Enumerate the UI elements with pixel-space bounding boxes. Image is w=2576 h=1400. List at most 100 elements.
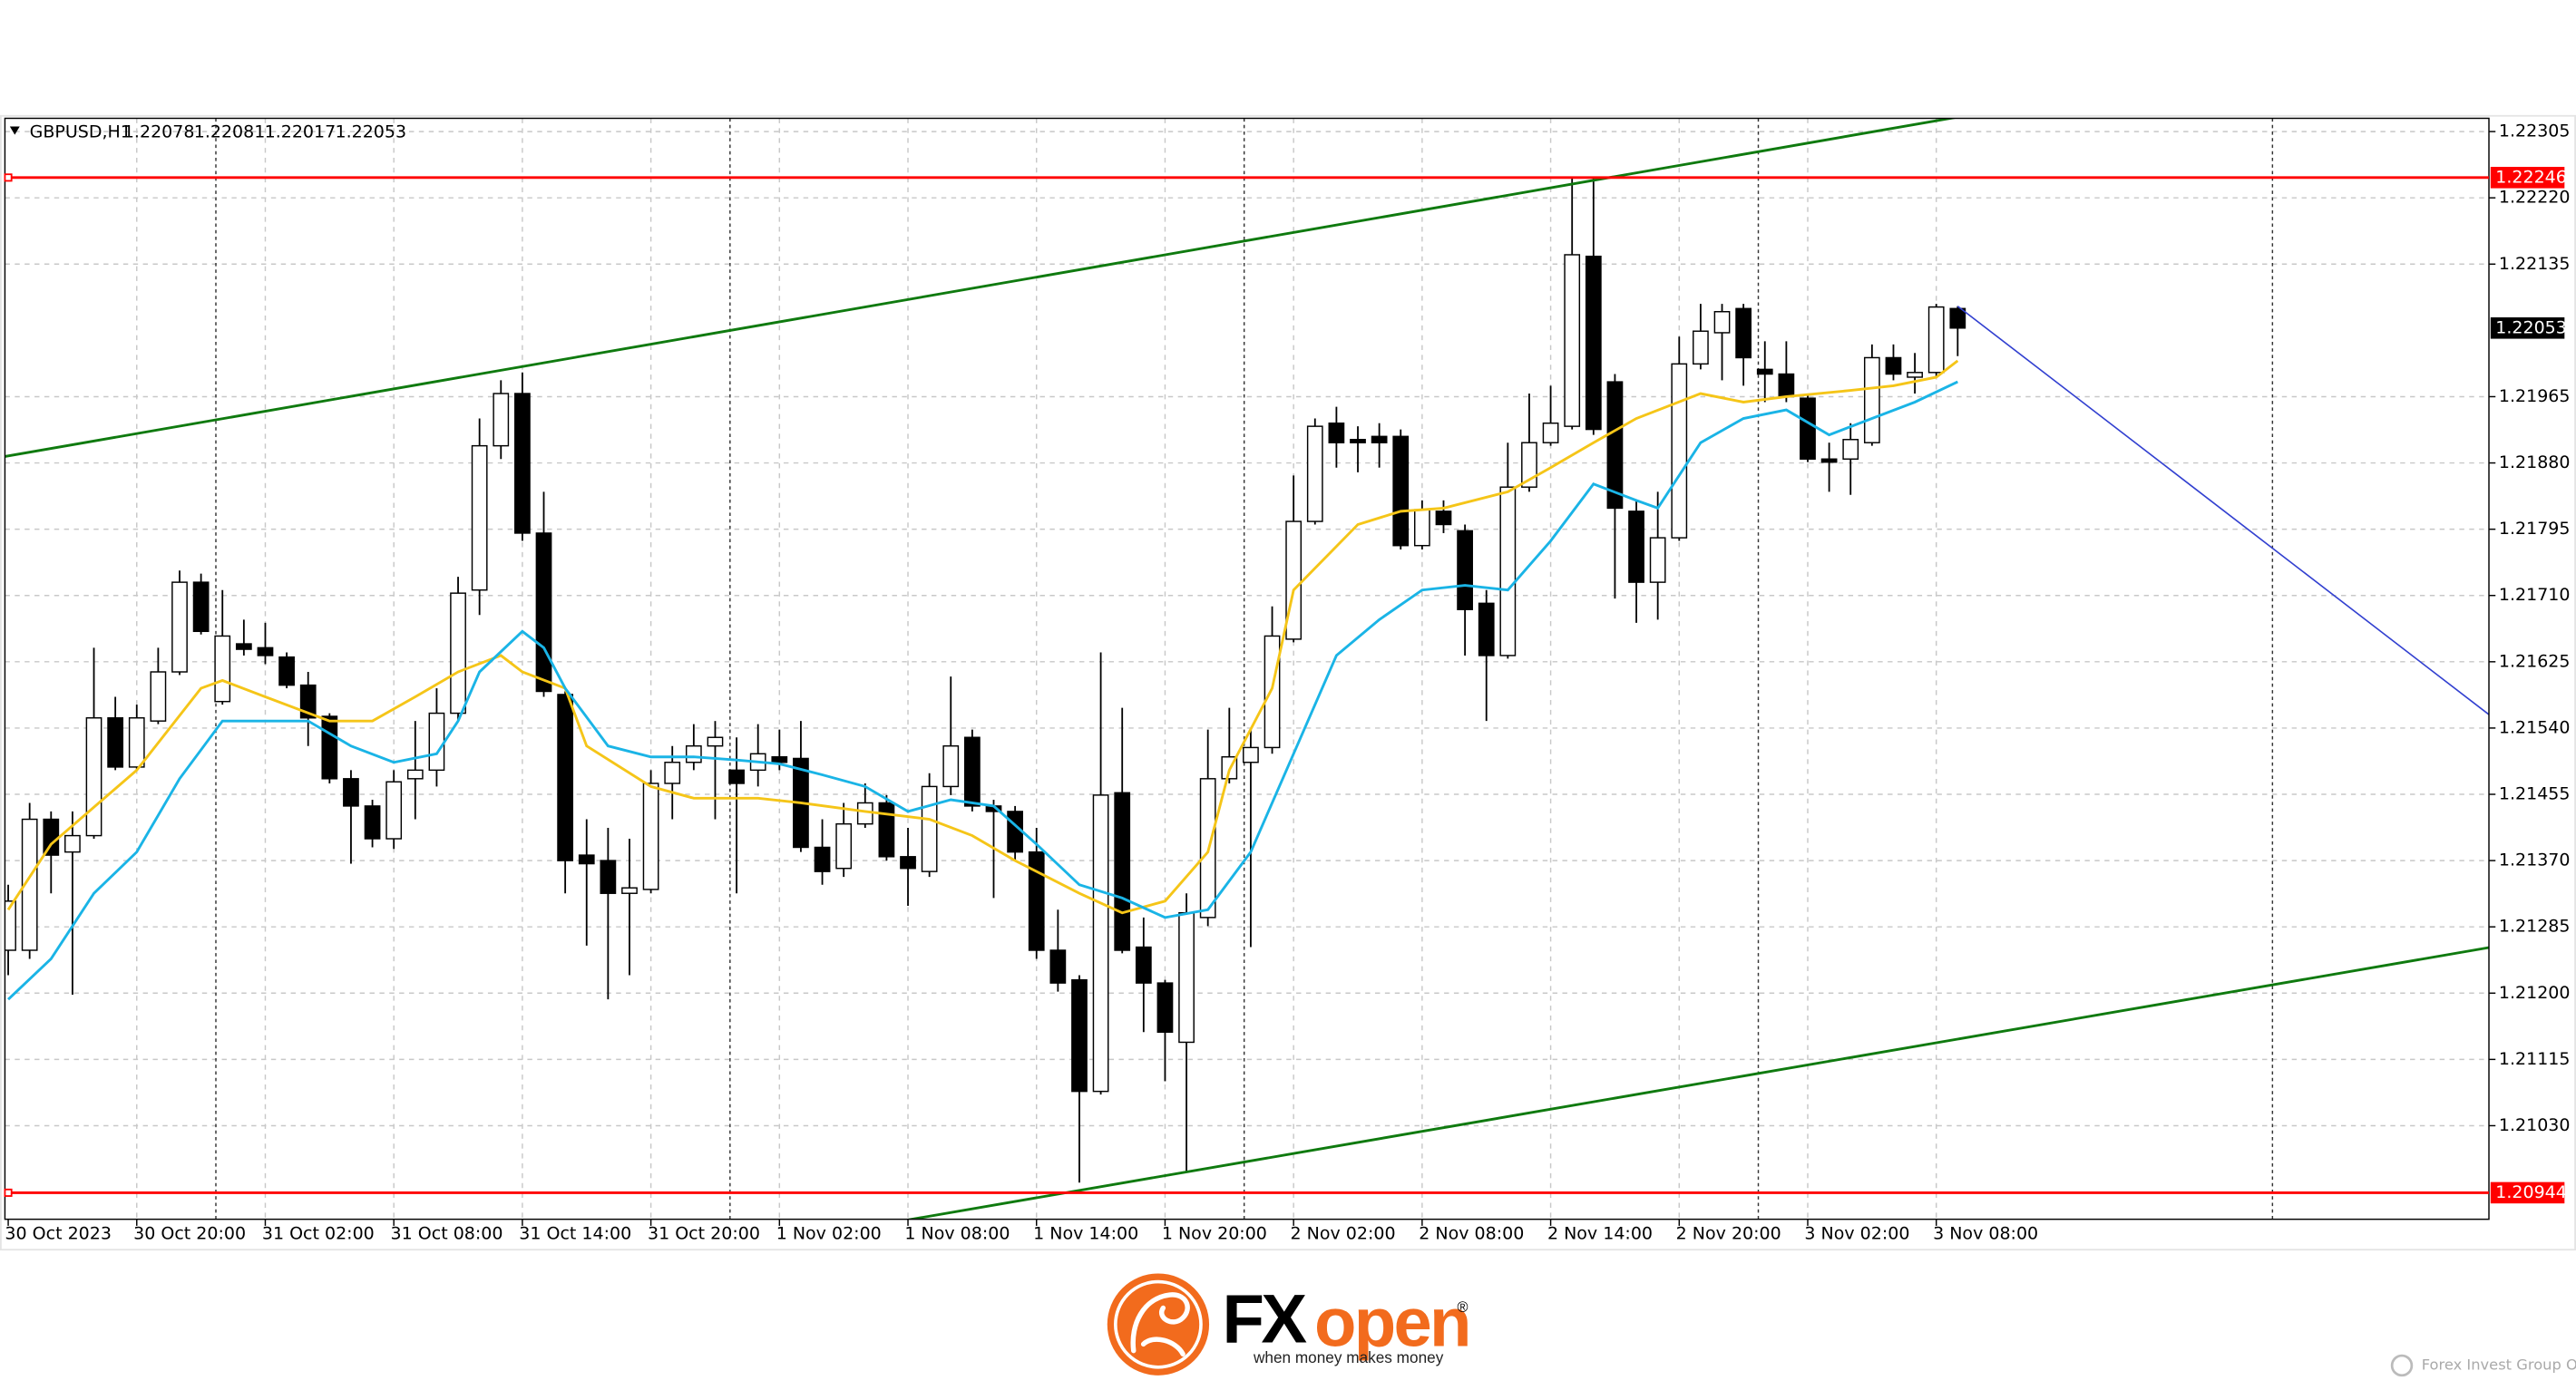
candle-body <box>1735 307 1752 359</box>
candle-body <box>1693 330 1709 365</box>
candle-body <box>1392 435 1410 547</box>
level-anchor <box>4 173 13 182</box>
candle-body <box>1328 422 1345 443</box>
candle-body <box>1435 510 1452 526</box>
x-tick-label: 30 Oct 2023 <box>5 1223 112 1243</box>
ohlc-high: 1.22081 <box>194 122 266 141</box>
candle-body <box>1350 439 1366 443</box>
y-tick-label: 1.21370 <box>2499 851 2571 870</box>
candle-body <box>1820 458 1838 463</box>
candle-body <box>343 778 359 807</box>
trend-line <box>903 946 2490 1220</box>
candle-body <box>1949 307 1966 329</box>
candle-body <box>1178 911 1195 1044</box>
candle-body <box>835 822 853 870</box>
y-tick-label: 1.21965 <box>2499 386 2571 406</box>
x-tick-label: 2 Nov 02:00 <box>1291 1223 1396 1243</box>
level-tag-label: 1.20944 <box>2495 1182 2567 1202</box>
candle-body <box>1842 439 1859 460</box>
candle-body <box>1778 373 1795 398</box>
level-tag <box>2490 167 2565 189</box>
y-tick-label: 1.22305 <box>2499 122 2571 141</box>
x-tick-label: 31 Oct 14:00 <box>519 1223 631 1243</box>
candle-body <box>1156 982 1174 1034</box>
candle-body <box>278 656 295 686</box>
candle-body <box>685 744 702 763</box>
candle-body <box>1628 510 1644 583</box>
y-tick-label: 1.21115 <box>2499 1049 2571 1069</box>
y-tick-label: 1.21880 <box>2499 452 2571 472</box>
candle-body <box>171 581 188 673</box>
candle-body <box>1800 397 1816 460</box>
candle-body <box>900 856 916 870</box>
logo-dragon <box>1130 1292 1190 1356</box>
candle-body <box>514 393 531 534</box>
y-tick-label: 1.21455 <box>2499 784 2571 804</box>
candle-body <box>1756 368 1773 375</box>
level-anchor <box>4 1188 13 1197</box>
y-tick-label: 1.22135 <box>2499 254 2571 274</box>
logo-ring <box>1114 1279 1203 1369</box>
candle-body <box>406 769 424 780</box>
candle-body <box>364 805 381 840</box>
candle-body <box>128 717 145 768</box>
candle-body <box>621 887 638 894</box>
candle-body <box>1071 978 1088 1093</box>
axes: 1.22305 1.22220 1.22135 1.21965 1.21880 1.217… <box>4 122 2571 1243</box>
candle-body <box>1371 435 1388 443</box>
candle-body <box>707 736 724 747</box>
candle-body <box>1499 486 1517 656</box>
candle-body <box>21 818 38 951</box>
candle-body <box>642 783 659 890</box>
candle-body <box>1028 851 1045 951</box>
moving-average <box>7 380 1958 1001</box>
y-tick-label: 1.21795 <box>2499 519 2571 539</box>
x-tick-label: 2 Nov 20:00 <box>1676 1223 1781 1243</box>
candle-body <box>150 671 167 722</box>
candle-body <box>1671 363 1688 539</box>
candle-body <box>1649 537 1666 583</box>
y-tick-label: 1.22220 <box>2499 188 2571 208</box>
copyright-icon <box>2390 1354 2414 1377</box>
x-tick-label: 31 Oct 20:00 <box>648 1223 760 1243</box>
candle-body <box>1264 635 1281 749</box>
chart-panel <box>0 114 2576 1251</box>
candle-body <box>1885 356 1902 375</box>
candle-body <box>1243 746 1259 763</box>
candle-body <box>1863 356 1880 443</box>
brand-logo: FX open ® when money makes money <box>1107 1273 1472 1376</box>
brand-tagline: when money makes money <box>1253 1348 1444 1366</box>
candle-body <box>5 900 16 951</box>
candle-body <box>1478 602 1495 656</box>
candle-body <box>1285 520 1303 640</box>
candle-body <box>1457 530 1473 610</box>
candle-body <box>771 756 788 763</box>
candle-body <box>1007 811 1023 853</box>
trend-line <box>5 118 1958 458</box>
y-tick-label: 1.21540 <box>2499 717 2571 737</box>
level-tag-label: 1.22246 <box>2495 167 2567 187</box>
candle-body <box>1135 946 1152 984</box>
candle-body <box>728 769 745 784</box>
candle-body <box>1413 509 1430 547</box>
price-tag <box>2490 317 2565 339</box>
candle-body <box>856 802 873 825</box>
price-tag-label: 1.22053 <box>2495 317 2567 337</box>
x-tick-label: 1 Nov 02:00 <box>776 1223 882 1243</box>
brand-open: open <box>1314 1284 1469 1361</box>
candle-body <box>535 532 552 693</box>
candle-body <box>385 781 403 840</box>
candle-body <box>428 712 445 772</box>
candle-body <box>471 444 488 591</box>
candle-body <box>964 736 981 807</box>
level-tag <box>2490 1181 2565 1204</box>
grid <box>5 118 2490 1220</box>
candle-body <box>578 854 595 865</box>
registered-mark: ® <box>1458 1299 1469 1316</box>
y-tick-label: 1.21030 <box>2499 1115 2571 1135</box>
candle-body <box>878 802 895 858</box>
candle-body <box>257 647 274 656</box>
candle-body <box>921 785 938 872</box>
